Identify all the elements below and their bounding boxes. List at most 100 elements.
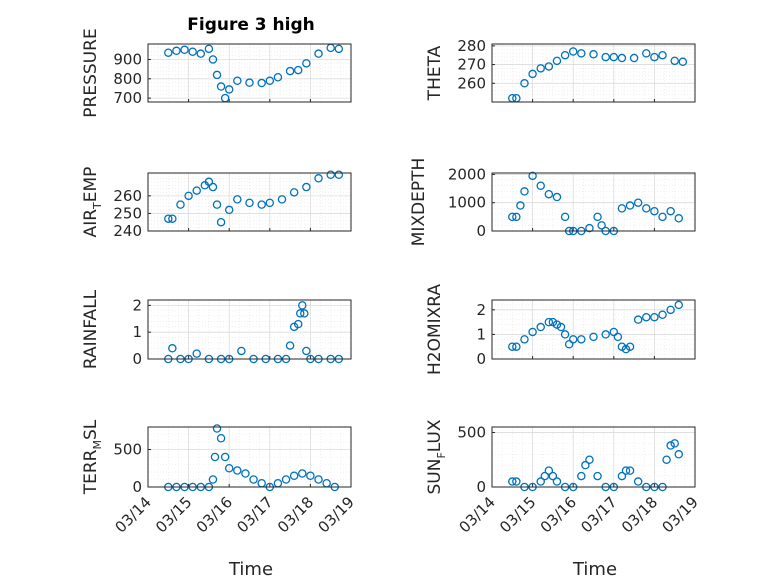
data-point [552, 477, 562, 486]
data-point [212, 200, 222, 209]
y-axis-label: H2OMIXRA [425, 284, 445, 375]
data-point [585, 455, 594, 464]
data-point [237, 346, 246, 356]
x-tick-label: 03/14 [112, 493, 155, 536]
data-point [176, 200, 185, 209]
data-point [208, 475, 218, 484]
y-tick-label: 0 [132, 478, 142, 496]
x-axis-label-right: Time [572, 559, 617, 580]
y-tick-label: 250 [113, 204, 142, 222]
data-point [621, 466, 631, 475]
data-point [658, 310, 667, 319]
data-point [589, 332, 598, 342]
y-axis-label: PRESSURE [81, 28, 101, 117]
data-point [257, 78, 266, 88]
data-point [662, 455, 671, 464]
data-point [540, 471, 550, 481]
y-tick-label: 280 [457, 37, 486, 55]
data-point [674, 300, 684, 310]
data-point [585, 223, 594, 233]
data-point [625, 342, 635, 351]
data-point [293, 65, 303, 75]
data-point [544, 62, 554, 71]
data-point [204, 44, 214, 54]
data-point [293, 319, 303, 329]
data-point [520, 335, 529, 344]
y-tick-label: 1000 [448, 194, 486, 212]
data-point [208, 182, 218, 192]
data-point [597, 221, 606, 230]
data-point [670, 56, 679, 66]
data-point [536, 477, 545, 486]
axes-box [491, 172, 696, 232]
y-axis-label: RAINFALL [81, 289, 101, 369]
data-point [285, 66, 295, 76]
axes-box [147, 299, 352, 360]
data-point [642, 204, 651, 213]
data-point [314, 174, 323, 183]
y-tick-label: 0 [476, 222, 486, 240]
data-point [536, 64, 545, 73]
data-point [216, 82, 226, 91]
y-tick-label: 270 [457, 56, 486, 74]
data-point [544, 317, 554, 327]
plot-area [148, 44, 351, 102]
data-point [650, 52, 659, 62]
data-point [512, 212, 521, 222]
data-point [180, 45, 189, 55]
figure-title: Figure 3 high [187, 15, 315, 35]
data-point [164, 214, 173, 223]
y-tick-label: 500 [113, 441, 142, 459]
data-point [642, 49, 651, 58]
axes-box [491, 43, 696, 103]
data-point [528, 327, 537, 337]
data-point [658, 212, 667, 222]
y-tick-label: 240 [113, 222, 142, 240]
data-point [298, 301, 307, 310]
data-point [670, 439, 679, 448]
data-point [658, 50, 667, 60]
data-point [577, 335, 586, 344]
data-point [224, 463, 234, 473]
x-tick-label: 03/16 [537, 493, 580, 536]
data-point [289, 188, 299, 197]
data-point [609, 52, 619, 62]
axes-box [147, 43, 352, 103]
data-point [216, 433, 226, 443]
data-point [508, 212, 517, 222]
axes-box [491, 299, 696, 360]
data-point [512, 342, 521, 351]
data-point [233, 76, 242, 85]
x-tick-label: 03/18 [618, 493, 661, 536]
data-point [508, 477, 517, 486]
data-point [241, 469, 250, 478]
data-point [593, 471, 602, 481]
data-point [245, 78, 254, 87]
data-point [172, 46, 181, 56]
x-tick-label: 03/14 [456, 493, 499, 536]
data-point [300, 309, 309, 318]
data-point [281, 475, 291, 484]
y-tick-label: 0 [132, 350, 142, 368]
data-point [568, 335, 578, 344]
data-point [544, 466, 554, 475]
data-point [265, 76, 275, 85]
y-tick-label: 1 [132, 323, 142, 341]
data-point [245, 198, 254, 208]
data-point [168, 214, 177, 223]
data-point [224, 205, 234, 215]
data-point [204, 177, 214, 187]
data-point [212, 70, 222, 80]
data-point [609, 327, 619, 337]
data-point [629, 53, 639, 63]
data-point [188, 47, 197, 56]
data-point [617, 204, 627, 213]
x-tick-label: 03/15 [496, 493, 539, 536]
data-point [568, 47, 578, 56]
y-axis-label: SUNFLUX [425, 419, 448, 494]
data-point [168, 344, 177, 353]
data-point [625, 201, 635, 210]
